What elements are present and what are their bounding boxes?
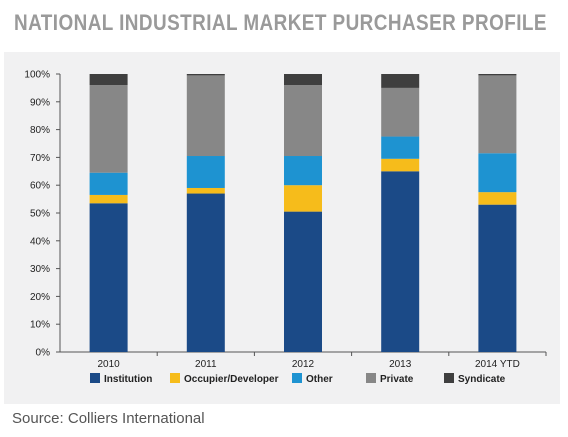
bar-syndicate-2012	[284, 74, 322, 86]
stacked-bar-chart: 0% 10% 20% 30% 40% 50% 60% 70% 80% 90% 100% 2010 201…	[24, 70, 547, 385]
bar-occupier-developer-2012	[284, 185, 322, 212]
y-tick-label: 100%	[24, 70, 50, 81]
bar-occupier-developer-2011	[186, 187, 225, 194]
legend-swatch	[292, 373, 302, 383]
bar-other-2011	[186, 156, 225, 188]
bar-other-2012	[284, 156, 322, 186]
bar-institution-2011	[186, 193, 225, 352]
x-tick-label: 2013	[389, 359, 412, 370]
y-tick-label: 50%	[30, 209, 50, 220]
bar-other-2013	[381, 136, 420, 159]
bar-other-2014-ytd	[478, 153, 517, 193]
legend-swatch	[444, 373, 454, 383]
bar-private-2012	[284, 85, 322, 157]
y-tick-label: 40%	[30, 236, 50, 247]
y-tick-label: 70%	[30, 153, 50, 164]
chart-area: 0% 10% 20% 30% 40% 50% 60% 70% 80% 90% 100% 2010 201…	[4, 52, 560, 404]
bar-syndicate-2010	[89, 74, 128, 86]
bar-private-2010	[89, 85, 128, 173]
bar-occupier-developer-2014-ytd	[478, 192, 517, 205]
bar-private-2013	[381, 87, 420, 137]
bar-syndicate-2014-ytd	[478, 74, 517, 76]
source-note: Source: Colliers International	[12, 410, 205, 427]
bar-institution-2010	[89, 203, 128, 352]
legend-swatch	[170, 373, 180, 383]
bar-other-2010	[89, 172, 128, 195]
bar-private-2011	[186, 75, 225, 157]
x-tick-label: 2011	[195, 359, 217, 370]
y-tick-label: 80%	[30, 125, 50, 136]
chart-title: NATIONAL INDUSTRIAL MARKET PURCHASER PRO…	[14, 10, 547, 35]
bar-institution-2012	[284, 211, 322, 352]
y-tick-label: 10%	[30, 320, 50, 331]
legend-swatch	[90, 373, 100, 383]
legend-label: Other	[306, 374, 333, 385]
y-tick-label: 0%	[36, 348, 51, 359]
legend-label: Institution	[104, 374, 152, 385]
legend-label: Private	[380, 374, 414, 385]
legend-label: Occupier/Developer	[184, 374, 279, 385]
bar-syndicate-2011	[186, 74, 225, 76]
y-tick-label: 30%	[30, 264, 50, 275]
bar-occupier-developer-2010	[89, 194, 128, 204]
bar-private-2014-ytd	[478, 75, 517, 154]
y-tick-label: 90%	[30, 97, 50, 108]
bar-syndicate-2013	[381, 74, 420, 88]
x-tick-label: 2014 YTD	[475, 359, 520, 370]
legend-swatch	[366, 373, 376, 383]
y-tick-label: 60%	[30, 181, 50, 192]
y-tick-label: 20%	[30, 292, 50, 303]
x-tick-label: 2010	[97, 359, 120, 370]
bar-occupier-developer-2013	[381, 158, 420, 172]
x-tick-label: 2012	[292, 359, 315, 370]
bar-institution-2014-ytd	[478, 204, 517, 352]
legend-label: Syndicate	[458, 374, 506, 385]
bar-institution-2013	[381, 171, 420, 352]
